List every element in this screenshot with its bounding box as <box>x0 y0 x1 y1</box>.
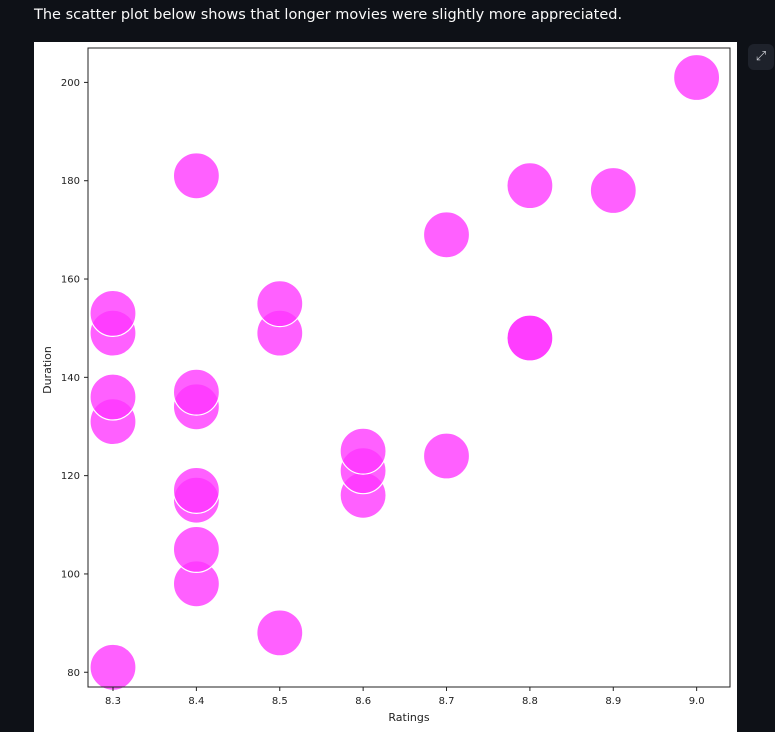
x-tick-label: 8.7 <box>439 696 455 707</box>
y-tick-label: 100 <box>61 569 80 580</box>
y-tick-label: 140 <box>61 373 80 384</box>
x-tick-label: 9.0 <box>689 696 705 707</box>
scatter-point <box>89 289 137 337</box>
scatter-point <box>172 525 220 573</box>
scatter-point <box>422 432 471 480</box>
x-tick-label: 8.9 <box>605 696 621 707</box>
scatter-point <box>256 280 304 328</box>
scatter-point <box>172 152 220 200</box>
x-tick-label: 8.3 <box>105 696 121 707</box>
axes-frame <box>87 47 731 688</box>
x-tick-label: 8.4 <box>188 696 204 707</box>
y-axis: 80 100 120 140 160 180 200 <box>61 78 88 679</box>
x-tick-label: 8.6 <box>355 696 371 707</box>
x-tick-label: 8.8 <box>522 696 538 707</box>
scatter-point <box>672 53 721 102</box>
expand-icon: ⤢ <box>755 49 767 64</box>
x-axis: 8.3 8.4 8.5 8.6 8.7 8.8 8.9 9.0 <box>105 687 705 707</box>
x-axis-label: Ratings <box>388 711 429 724</box>
y-tick-label: 160 <box>61 275 80 286</box>
scatter-point <box>589 166 637 215</box>
y-tick-label: 200 <box>61 78 80 89</box>
scatter-point <box>422 211 471 259</box>
x-tick-label: 8.5 <box>272 696 288 707</box>
scatter-point <box>506 314 554 362</box>
scatter-point <box>89 643 137 691</box>
scatter-chart: 8.3 8.4 8.5 8.6 8.7 8.8 8.9 9.0 80 100 120 140 160 1… <box>41 47 731 724</box>
scatter-point <box>172 368 220 416</box>
y-tick-label: 80 <box>67 668 80 679</box>
points-layer <box>89 53 721 691</box>
scatter-point <box>172 466 220 514</box>
scatter-point <box>89 373 137 421</box>
scatter-point <box>256 609 304 657</box>
intro-text: The scatter plot below shows that longer… <box>34 7 623 23</box>
scatter-figure: 8.3 8.4 8.5 8.6 8.7 8.8 8.9 9.0 80 100 120 140 160 1… <box>34 42 737 732</box>
y-tick-label: 120 <box>61 471 80 482</box>
expand-button[interactable]: ⤢ <box>748 44 774 70</box>
y-axis-label: Duration <box>41 346 54 394</box>
y-tick-label: 180 <box>61 176 80 187</box>
scatter-point <box>506 162 554 210</box>
scatter-point <box>339 427 387 475</box>
